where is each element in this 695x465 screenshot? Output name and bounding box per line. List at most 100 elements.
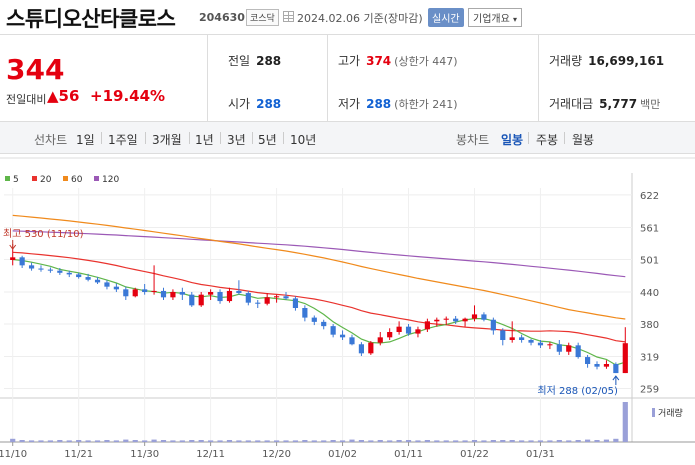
tab-3y[interactable]: 3년 <box>227 133 246 147</box>
tab-weekly[interactable]: 주봉 <box>536 133 559 147</box>
tab-3m[interactable]: 3개월 <box>152 133 182 147</box>
candle-body <box>490 319 496 331</box>
legend-swatch <box>94 176 99 181</box>
upper-limit: (상한가 447) <box>394 55 458 68</box>
candle-body <box>368 342 374 354</box>
candle-body <box>547 344 553 346</box>
volume-bar <box>142 440 148 442</box>
volume-bar <box>66 440 72 442</box>
candle-body <box>311 317 317 322</box>
candle-body <box>405 326 412 334</box>
volume-bar <box>245 440 251 442</box>
volume-bar <box>575 440 581 442</box>
tab-1d[interactable]: 1일 <box>76 133 95 147</box>
x-tick-label: 01/22 <box>460 449 489 460</box>
volume-bar <box>377 440 383 442</box>
candle-body <box>537 342 544 346</box>
candle-chart-heading: 봉차트 <box>456 133 490 147</box>
tab-separator <box>252 132 253 144</box>
volume-bar <box>462 440 468 442</box>
candle-body <box>471 314 478 319</box>
candle-body <box>66 272 72 275</box>
candle-body <box>94 279 101 283</box>
trade-amount: 거래대금 5,777 백만 <box>549 95 660 112</box>
volume-bar <box>330 440 336 442</box>
candle-body <box>415 329 421 334</box>
candle-body <box>377 337 383 343</box>
candle-body <box>104 282 110 287</box>
line-chart-heading: 선차트 <box>34 133 68 147</box>
y-tick-label: 440 <box>640 288 659 299</box>
candle-body <box>462 318 468 322</box>
volume-legend-label: 거래량 <box>658 407 683 419</box>
candle-body <box>273 296 280 298</box>
tab-5y[interactable]: 5년 <box>258 133 277 147</box>
low-price: 저가 288 (하한가 241) <box>338 95 458 112</box>
high-arrow-head <box>9 244 17 250</box>
volume-bar <box>434 440 440 442</box>
candle-body <box>566 345 572 352</box>
candle-body <box>575 345 581 358</box>
volume-bar <box>10 438 16 442</box>
tab-1w[interactable]: 1주일 <box>108 133 138 147</box>
stock-name: 스튜디오산타클로스 <box>6 7 176 31</box>
volume-bar <box>283 440 289 442</box>
candle-body <box>387 332 393 338</box>
volume-bar <box>519 440 525 442</box>
candle-body <box>151 290 157 292</box>
legend-swatch <box>63 176 68 181</box>
legend-ma120: 120 <box>94 175 119 185</box>
lower-limit: (하한가 241) <box>394 98 458 111</box>
chevron-down-icon: ▾ <box>513 15 518 24</box>
candle-body <box>236 290 242 294</box>
candle-body <box>424 321 430 330</box>
candle-body <box>19 257 25 266</box>
volume-bar <box>302 440 308 442</box>
y-tick-label: 501 <box>640 255 659 266</box>
candle-body <box>330 326 336 335</box>
candle-body <box>245 293 251 303</box>
volume-bar <box>349 439 355 442</box>
company-overview-button[interactable]: 기업개요 ▾ <box>468 8 523 27</box>
prev-close-value: 288 <box>256 54 282 68</box>
legend-label: 20 <box>40 175 52 185</box>
volume-label: 거래량 <box>549 54 583 68</box>
ma5-line <box>12 258 626 366</box>
tab-daily[interactable]: 일봉 <box>501 133 524 147</box>
candle-body <box>57 270 63 273</box>
high-value: 374 <box>366 54 392 68</box>
open-price: 시가 288 <box>228 95 281 112</box>
amount-label: 거래대금 <box>549 97 594 111</box>
change-label: 전일대비 <box>6 93 47 106</box>
legend-swatch <box>5 176 10 181</box>
candle-body <box>358 344 365 354</box>
candle-body <box>208 292 214 295</box>
candle-body <box>613 364 619 374</box>
realtime-button[interactable]: 실시간 <box>428 8 464 27</box>
x-tick-label: 12/11 <box>196 449 225 460</box>
candle-body <box>160 290 167 298</box>
volume-bar <box>528 440 534 442</box>
tab-monthly[interactable]: 월봉 <box>572 133 595 147</box>
tab-10y[interactable]: 10년 <box>290 133 317 147</box>
volume-bar <box>273 440 280 442</box>
amount-unit: 백만 <box>640 98 661 111</box>
tab-separator <box>220 132 221 144</box>
ma60-line <box>12 214 626 320</box>
volume-bar <box>424 440 430 442</box>
volume-bar <box>311 440 317 442</box>
volume-bar <box>453 440 459 442</box>
x-tick-label: 01/31 <box>526 449 555 460</box>
high-price: 고가 374 (상한가 447) <box>338 52 458 69</box>
candle-body <box>528 340 534 343</box>
ma120-line <box>12 230 626 278</box>
volume-bar <box>198 440 204 442</box>
open-label: 시가 <box>228 97 251 111</box>
candle-body <box>28 265 35 269</box>
volume-value: 16,699,161 <box>588 54 665 68</box>
volume-bar <box>490 440 496 442</box>
tab-1y[interactable]: 1년 <box>195 133 214 147</box>
candle-body <box>198 294 204 306</box>
high-label: 고가 <box>338 54 361 68</box>
